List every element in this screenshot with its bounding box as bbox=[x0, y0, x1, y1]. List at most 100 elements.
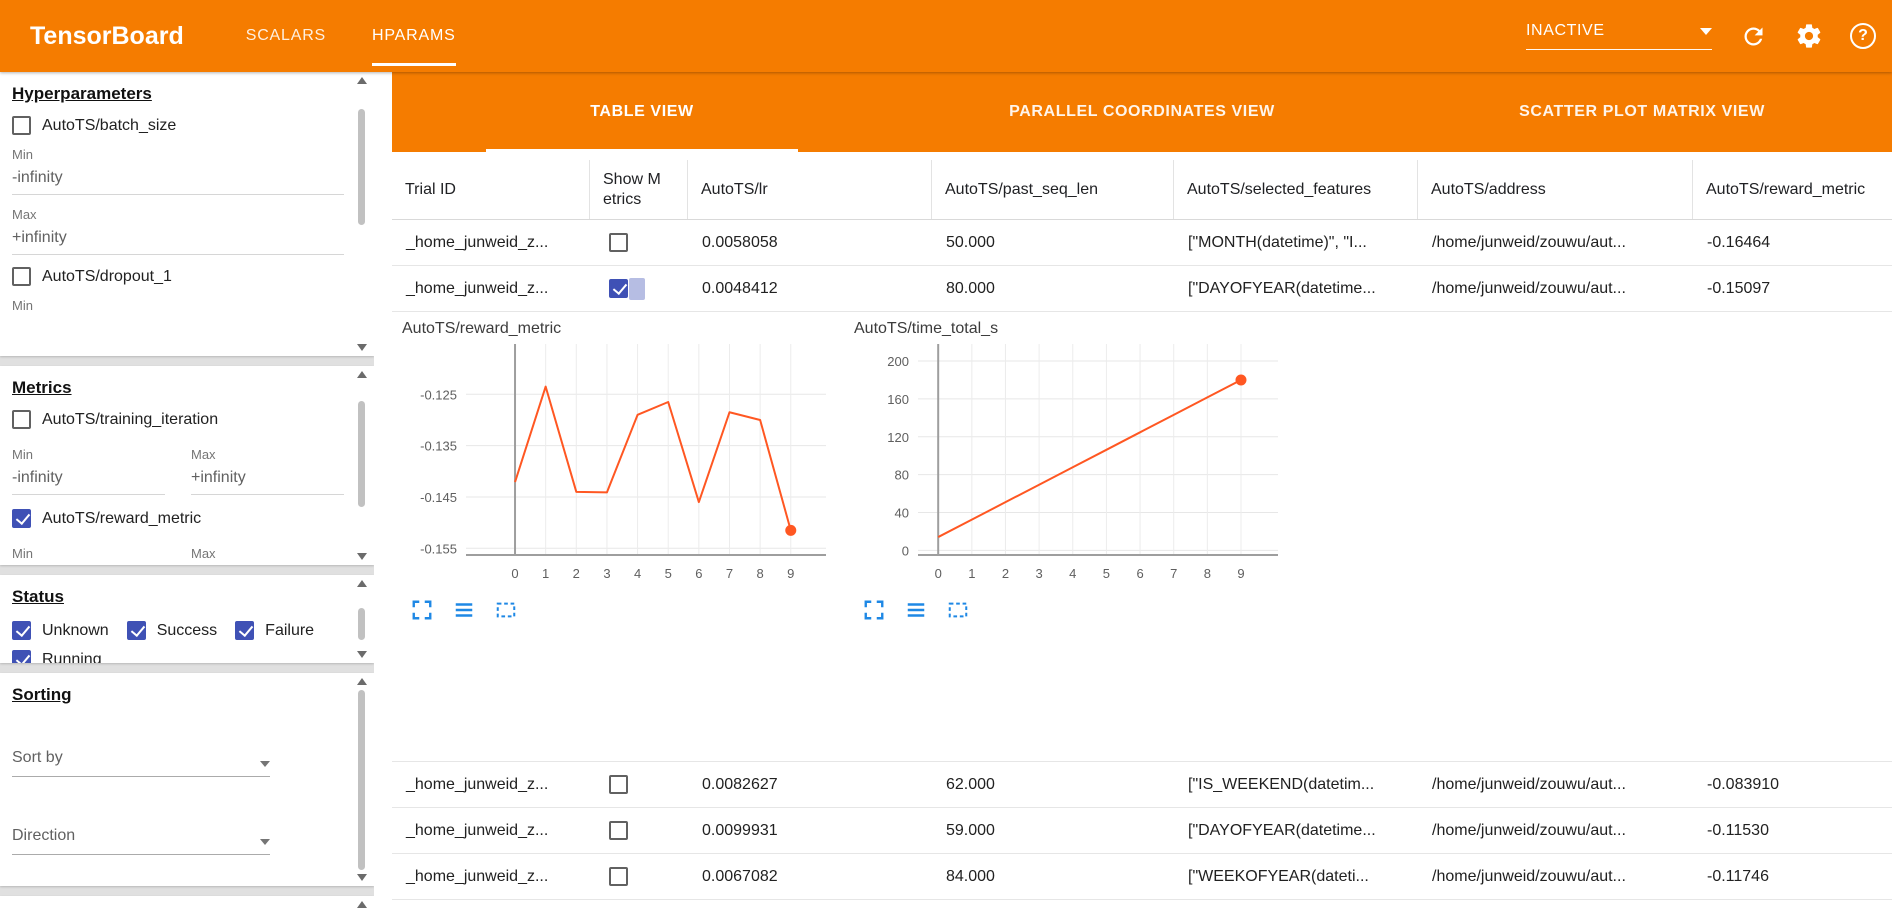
fit-domain-icon[interactable] bbox=[494, 598, 518, 622]
chevron-down-icon bbox=[260, 761, 270, 767]
show-metrics-cell bbox=[590, 867, 688, 886]
expand-icon[interactable] bbox=[410, 598, 434, 622]
scroll-up-icon[interactable] bbox=[357, 77, 367, 84]
svg-text:80: 80 bbox=[895, 468, 909, 483]
max-field: Max +infinity bbox=[12, 207, 344, 255]
checkbox-icon[interactable] bbox=[12, 650, 31, 663]
settings-button[interactable] bbox=[1794, 21, 1824, 51]
svg-text:7: 7 bbox=[1170, 566, 1177, 581]
column-header-selected-features[interactable]: AutoTS/selected_features bbox=[1174, 160, 1418, 219]
status-label: Unknown bbox=[42, 621, 109, 639]
show-metrics-checkbox[interactable] bbox=[609, 821, 628, 840]
tab-hparams[interactable]: HPARAMS bbox=[372, 0, 456, 72]
scroll-up-icon[interactable] bbox=[357, 678, 367, 685]
min-input[interactable]: -infinity bbox=[12, 469, 165, 495]
checkbox-icon[interactable] bbox=[12, 267, 31, 286]
status-label: Failure bbox=[265, 621, 315, 639]
status-label: Running bbox=[42, 650, 102, 664]
sort-by-dropdown[interactable]: Sort by bbox=[12, 749, 270, 777]
checkbox-icon[interactable] bbox=[12, 116, 31, 135]
sidebar-gutter bbox=[374, 72, 392, 911]
scroll-up-icon[interactable] bbox=[357, 371, 367, 378]
status-dropdown[interactable]: INACTIVE bbox=[1526, 22, 1712, 50]
show-metrics-checkbox[interactable] bbox=[609, 279, 628, 298]
refresh-button[interactable] bbox=[1738, 21, 1768, 51]
table-row: _home_junweid_z... 0.0048412 80.000 ["DAYOF… bbox=[392, 266, 1892, 312]
scroll-down-icon[interactable] bbox=[357, 344, 367, 351]
show-metrics-cell bbox=[590, 821, 688, 840]
hparam-batch-size-row[interactable]: AutoTS/batch_size bbox=[12, 116, 344, 135]
scroll-down-icon[interactable] bbox=[357, 874, 367, 881]
status-unknown-row[interactable]: Unknown bbox=[12, 621, 109, 640]
checkbox-icon[interactable] bbox=[235, 621, 255, 640]
scrollbar-thumb[interactable] bbox=[358, 109, 365, 225]
tab-parallel-coordinates-view[interactable]: PARALLEL COORDINATES VIEW bbox=[1009, 103, 1275, 120]
svg-text:9: 9 bbox=[787, 566, 794, 581]
scrollbar-thumb[interactable] bbox=[358, 690, 365, 870]
svg-text:160: 160 bbox=[887, 392, 909, 407]
help-button[interactable]: ? bbox=[1850, 23, 1876, 49]
svg-text:7: 7 bbox=[726, 566, 733, 581]
column-header-lr[interactable]: AutoTS/lr bbox=[688, 160, 932, 219]
reward-metric-cell: -0.083910 bbox=[1707, 775, 1780, 793]
checkbox-icon[interactable] bbox=[12, 509, 31, 528]
scrollbar bbox=[356, 578, 368, 660]
column-header-trial-id[interactable]: Trial ID bbox=[392, 160, 590, 219]
min-input[interactable]: -infinity bbox=[12, 169, 344, 195]
log-scale-toggle-icon[interactable] bbox=[904, 598, 928, 622]
metrics-panel: Metrics AutoTS/training_iteration Min -i… bbox=[0, 366, 374, 565]
status-success-row[interactable]: Success bbox=[126, 621, 217, 640]
metric-training-iteration-row[interactable]: AutoTS/training_iteration bbox=[12, 410, 344, 429]
svg-text:4: 4 bbox=[1069, 566, 1076, 581]
svg-text:2: 2 bbox=[573, 566, 580, 581]
sorting-panel: Sorting Sort by Direction bbox=[0, 673, 374, 886]
svg-text:2: 2 bbox=[1002, 566, 1009, 581]
chart-toolbar bbox=[410, 598, 840, 622]
max-field: Max +infinity bbox=[191, 447, 344, 495]
refresh-icon bbox=[1744, 27, 1762, 45]
log-scale-toggle-icon[interactable] bbox=[452, 598, 476, 622]
show-metrics-checkbox[interactable] bbox=[609, 233, 628, 252]
metrics-heading: Metrics bbox=[12, 378, 72, 397]
expand-icon[interactable] bbox=[862, 598, 886, 622]
direction-dropdown[interactable]: Direction bbox=[12, 827, 270, 855]
metric-reward-metric-row[interactable]: AutoTS/reward_metric bbox=[12, 509, 344, 528]
scrollbar-thumb[interactable] bbox=[358, 608, 365, 640]
max-input[interactable]: +infinity bbox=[191, 469, 344, 495]
address-cell: /home/junweid/zouwu/aut... bbox=[1432, 775, 1626, 793]
checkbox-icon[interactable] bbox=[12, 410, 31, 429]
trial-id-cell: _home_junweid_z... bbox=[406, 821, 549, 839]
scroll-up-icon[interactable] bbox=[357, 901, 367, 908]
scrollbar-thumb[interactable] bbox=[358, 401, 365, 507]
fit-domain-icon[interactable] bbox=[946, 598, 970, 622]
checkbox-icon[interactable] bbox=[126, 621, 146, 640]
max-label: Max bbox=[12, 207, 37, 222]
show-metrics-checkbox[interactable] bbox=[609, 867, 628, 886]
sessions-table: Trial ID Show Metrics AutoTS/lr AutoTS/p… bbox=[392, 152, 1892, 911]
scroll-down-icon[interactable] bbox=[357, 651, 367, 658]
column-header-reward-metric[interactable]: AutoTS/reward_metric bbox=[1706, 180, 1866, 198]
top-toolbar: TensorBoard SCALARS HPARAMS INACTIVE ? bbox=[0, 0, 1892, 72]
trial-id-cell: _home_junweid_z... bbox=[406, 867, 549, 885]
status-running-row[interactable]: Running bbox=[12, 650, 102, 663]
scroll-up-icon[interactable] bbox=[357, 580, 367, 587]
tab-scatter-plot-matrix-view[interactable]: SCATTER PLOT MATRIX VIEW bbox=[1519, 103, 1765, 120]
reward-metric-line-chart[interactable]: -0.125 -0.135 -0.145 -0.155 0 1 2 3 4 5 6 7 8 9 bbox=[402, 338, 838, 590]
status-failure-row[interactable]: Failure bbox=[235, 621, 314, 640]
tab-table-view[interactable]: TABLE VIEW bbox=[392, 72, 892, 152]
tab-scalars[interactable]: SCALARS bbox=[245, 27, 327, 44]
column-header-show-metrics[interactable]: Show Metrics bbox=[590, 160, 688, 219]
column-header-past-seq-len[interactable]: AutoTS/past_seq_len bbox=[932, 160, 1174, 219]
scroll-down-icon[interactable] bbox=[357, 553, 367, 560]
time-total-line-chart[interactable]: 0 40 80 120 160 200 0 1 2 3 4 5 6 7 8 9 bbox=[854, 338, 1290, 590]
show-metrics-checkbox[interactable] bbox=[609, 775, 628, 794]
hyperparameters-panel: Hyperparameters AutoTS/batch_size Min -i… bbox=[0, 72, 374, 356]
svg-text:8: 8 bbox=[1204, 566, 1211, 581]
svg-text:6: 6 bbox=[1136, 566, 1143, 581]
hparam-dropout-row[interactable]: AutoTS/dropout_1 bbox=[12, 267, 344, 286]
max-input[interactable]: +infinity bbox=[12, 229, 344, 255]
max-label: Max bbox=[191, 447, 216, 462]
checkbox-icon[interactable] bbox=[12, 621, 31, 640]
lr-cell: 0.0067082 bbox=[702, 867, 778, 885]
column-header-address[interactable]: AutoTS/address bbox=[1418, 160, 1693, 219]
